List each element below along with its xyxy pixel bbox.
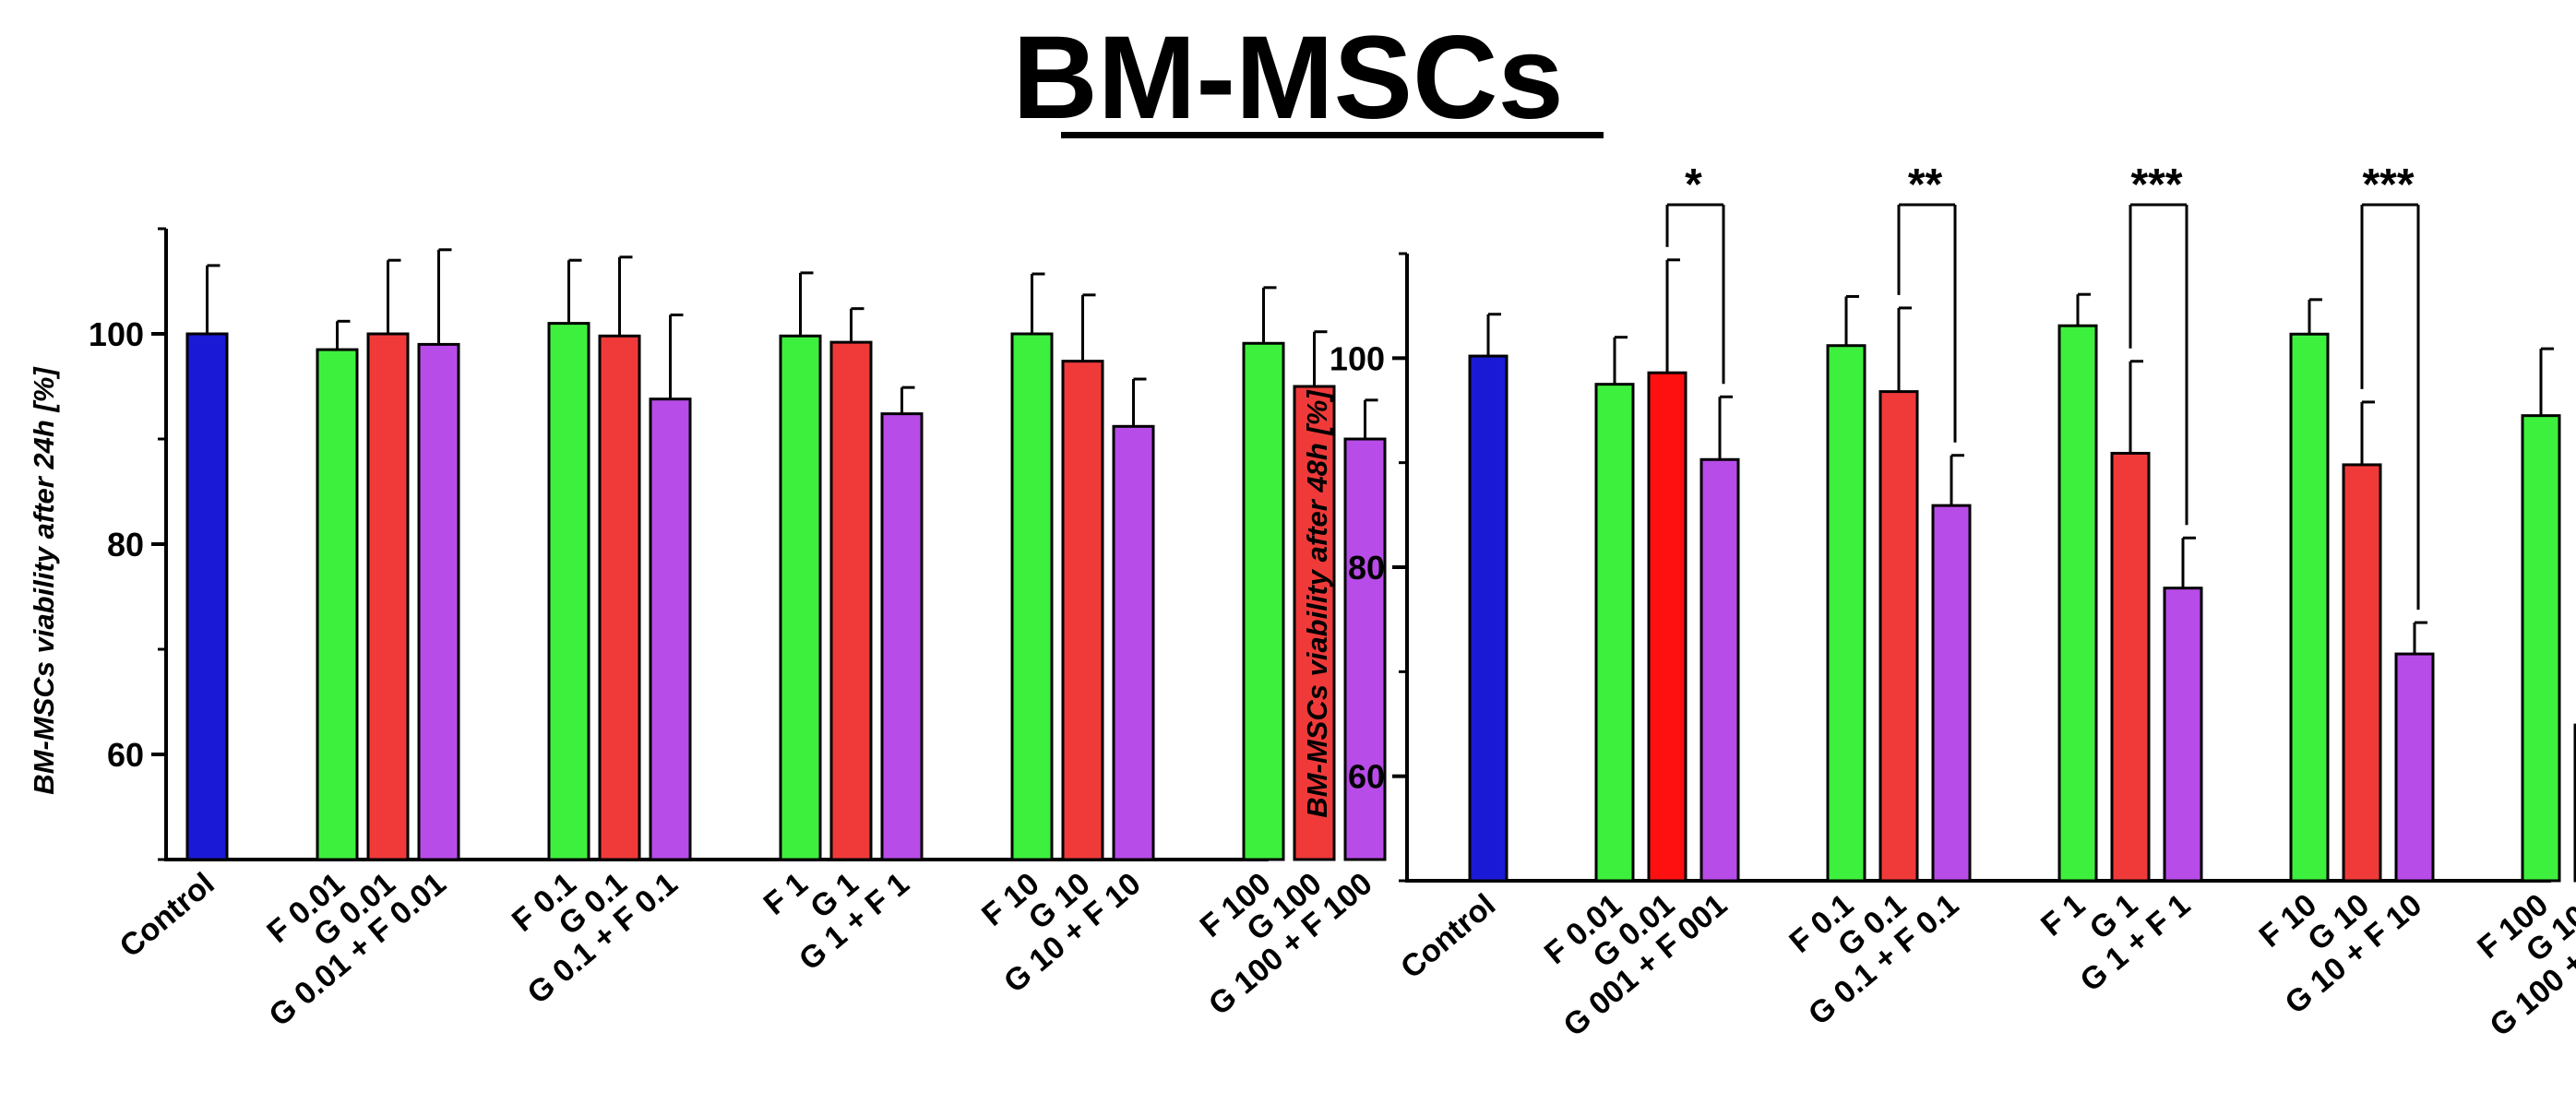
figure-title: BM-MSCs: [1012, 12, 1564, 144]
panel-48h: 60 80 100 BM-MSCs viability after 48h [%] Co…: [1301, 160, 2576, 1043]
bar: [779, 334, 822, 861]
bar: [1343, 437, 1387, 861]
bar: [1594, 383, 1635, 883]
bar: [1293, 385, 1336, 861]
y-tick-label: 80: [1348, 549, 1385, 587]
y-tick-label: 80: [107, 526, 144, 563]
y-axis-label: BM-MSCs viability after 48h [%]: [1301, 389, 1333, 818]
bar: [2110, 451, 2151, 883]
x-category-label: F 1: [757, 866, 815, 922]
bar: [2289, 332, 2330, 883]
x-category-label: F 1: [2034, 887, 2092, 943]
significance-label: ***: [2362, 160, 2414, 209]
bar: [1878, 390, 1919, 883]
bar: [1699, 457, 1740, 883]
bar: [2394, 652, 2435, 883]
bar: [2057, 324, 2098, 883]
y-tick-label: 60: [1348, 758, 1385, 796]
bar: [366, 332, 410, 861]
panel-24h: 60 80 100 BM-MSCs viability after 24h [%] Co…: [28, 227, 1387, 1034]
y-tick-label: 100: [1330, 339, 1385, 377]
bar: [185, 332, 229, 861]
bar: [2521, 414, 2561, 883]
bar: [2342, 463, 2382, 883]
bar: [1242, 341, 1285, 861]
bar: [1468, 354, 1509, 883]
bar: [1112, 424, 1155, 861]
bar: [417, 342, 460, 861]
y-tick-label: 60: [107, 736, 144, 774]
y-axis-label: BM-MSCs viability after 24h [%]: [28, 366, 60, 795]
title-underline: [1061, 132, 1604, 138]
bar: [829, 340, 873, 861]
y-tick-label: 100: [89, 315, 144, 353]
bar: [1826, 344, 1866, 883]
x-category-label: Control: [1394, 887, 1502, 986]
bar: [1010, 332, 1054, 861]
bar: [1647, 371, 1688, 883]
bar: [316, 348, 359, 861]
bar: [547, 322, 590, 861]
bar: [1931, 504, 1972, 883]
bar: [598, 334, 641, 861]
significance-label: ***: [2130, 160, 2182, 209]
x-category-label: Control: [113, 866, 221, 965]
bar: [2163, 587, 2203, 883]
bar: [649, 397, 692, 861]
significance-label: *: [1685, 160, 1702, 209]
bar: [880, 412, 924, 861]
significance-label: **: [1908, 160, 1943, 209]
bar: [1061, 360, 1104, 861]
